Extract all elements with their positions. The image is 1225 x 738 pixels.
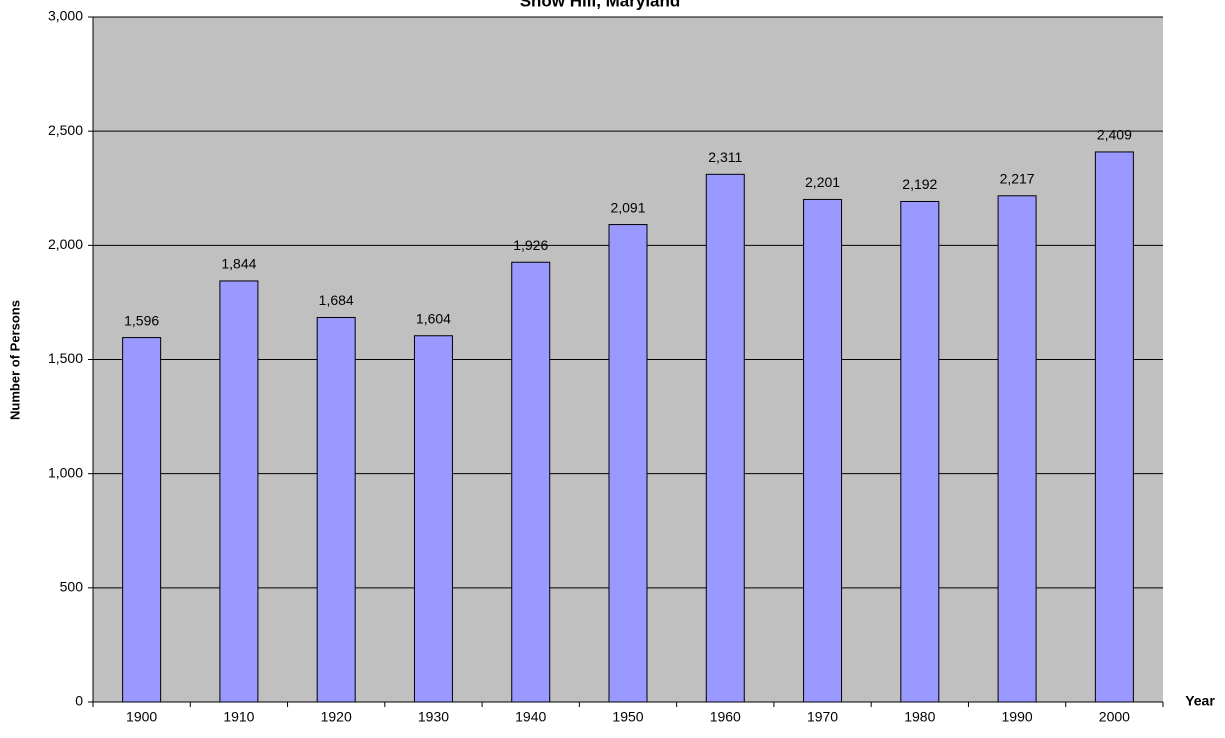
bar	[511, 261, 551, 703]
bar	[705, 173, 745, 703]
bar	[413, 335, 453, 703]
y-tick-label: 3,000	[48, 8, 83, 24]
bar	[997, 195, 1037, 703]
data-label: 2,192	[902, 176, 937, 192]
x-tick-label: 1980	[904, 709, 935, 725]
data-label: 2,217	[1000, 170, 1035, 186]
y-tick-label: 0	[75, 693, 83, 709]
data-label: 1,926	[513, 237, 548, 253]
x-tick-label: 1900	[126, 709, 157, 725]
x-tick-label: 1910	[223, 709, 254, 725]
x-tick-label: 1930	[418, 709, 449, 725]
data-label: 2,311	[708, 149, 742, 165]
bar	[900, 200, 940, 703]
x-axis-label: Year	[1185, 693, 1215, 709]
bar	[608, 224, 648, 703]
data-label: 2,409	[1097, 127, 1132, 143]
data-label: 2,201	[805, 174, 840, 190]
y-tick-label: 1,000	[48, 464, 83, 480]
x-tick-label: 1970	[807, 709, 838, 725]
bar	[122, 337, 162, 703]
y-tick-label: 2,500	[48, 122, 83, 138]
x-tick-label: 1940	[515, 709, 546, 725]
data-label: 1,684	[319, 292, 354, 308]
bar	[219, 280, 259, 703]
data-label: 1,596	[124, 312, 159, 328]
data-label: 1,844	[221, 256, 256, 272]
y-tick-label: 1,500	[48, 350, 83, 366]
y-tick-label: 500	[60, 579, 84, 595]
bar	[316, 316, 356, 703]
y-axis-label: Number of Persons	[7, 300, 22, 420]
y-tick-label: 2,000	[48, 236, 83, 252]
x-tick-label: 1960	[710, 709, 741, 725]
x-tick-label: 2000	[1099, 709, 1130, 725]
x-tick-label: 1950	[612, 709, 643, 725]
x-tick-label: 1920	[321, 709, 352, 725]
bar	[1094, 151, 1134, 703]
data-label: 2,091	[610, 199, 645, 215]
x-tick-label: 1990	[1002, 709, 1033, 725]
data-label: 1,604	[416, 310, 451, 326]
bar	[803, 198, 843, 703]
chart-title: Snow Hill, Maryland	[520, 0, 681, 10]
